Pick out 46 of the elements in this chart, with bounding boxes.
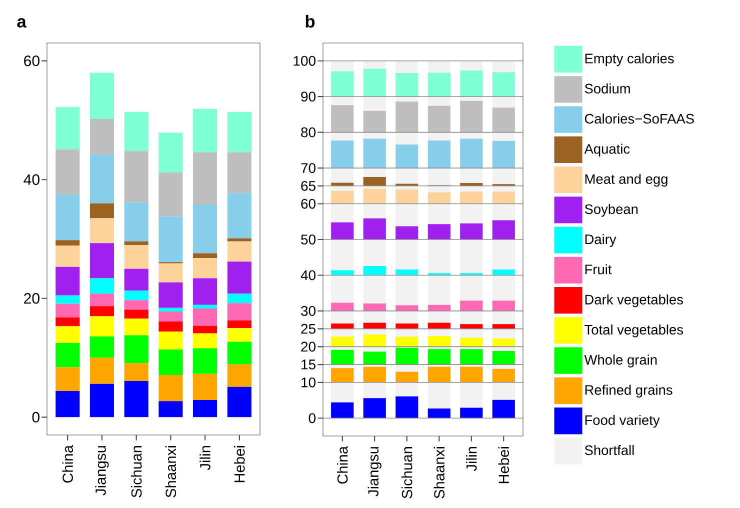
legend-label: Meat and egg <box>585 174 668 187</box>
y-tick-label: 40 <box>24 174 40 185</box>
y-tick-label: 20 <box>24 293 40 304</box>
y-tick-label: 0 <box>32 412 40 423</box>
y-tick-label: 10 <box>302 377 316 388</box>
chart-title: a <box>17 18 26 28</box>
x-tick-label: Sichuan <box>130 446 142 498</box>
y-tick-label: 0 <box>308 413 316 424</box>
x-tick-label: China <box>336 446 348 484</box>
y-tick-label: 100 <box>294 56 316 66</box>
x-tick-label: Jilin <box>466 447 477 472</box>
x-tick-label: Shaanxi <box>165 446 176 498</box>
y-tick-label: 60 <box>24 55 40 66</box>
x-tick-label: Sichuan <box>401 447 412 498</box>
y-tick-label: 50 <box>301 234 316 244</box>
legend-label: Fruit <box>585 264 612 274</box>
y-tick-label: 60 <box>301 198 316 209</box>
legend-label: Dark vegetables <box>585 294 683 308</box>
y-tick-label: 40 <box>300 270 316 280</box>
legend-label: Aquatic <box>584 144 630 156</box>
legend-label: Food variety <box>585 414 660 428</box>
y-tick-label: 20 <box>301 342 316 352</box>
legend-label: Refined grains <box>585 384 672 398</box>
y-tick-label: 70 <box>301 163 316 174</box>
legend-label: Calories−SoFAAS <box>584 114 694 124</box>
legend-label: Whole grain <box>584 354 657 368</box>
x-tick-label: Jilin <box>200 446 210 470</box>
legend-label: Sodium <box>584 83 630 94</box>
x-tick-label: China <box>62 445 73 483</box>
legend-label: Soybean <box>584 204 638 217</box>
y-tick-label: 65 <box>301 180 316 191</box>
y-tick-label: 90 <box>301 92 316 102</box>
x-tick-label: Hebei <box>498 447 510 484</box>
x-tick-label: Jiangsu <box>95 446 109 496</box>
x-tick-label: Hebei <box>234 446 245 482</box>
legend-label: Total vegetables <box>584 324 684 338</box>
chart-title: b <box>306 14 315 28</box>
legend-label: Dairy <box>585 234 616 247</box>
y-tick-label: 15 <box>302 360 316 370</box>
y-tick-label: 80 <box>301 127 316 138</box>
legend-label: Shortfall <box>584 445 634 456</box>
y-tick-label: 30 <box>301 306 316 316</box>
x-tick-label: Jiangsu <box>368 447 382 496</box>
y-tick-label: 25 <box>301 324 316 334</box>
legend-label: Empty calories <box>585 53 674 66</box>
x-tick-label: Shaanxi <box>434 447 445 498</box>
